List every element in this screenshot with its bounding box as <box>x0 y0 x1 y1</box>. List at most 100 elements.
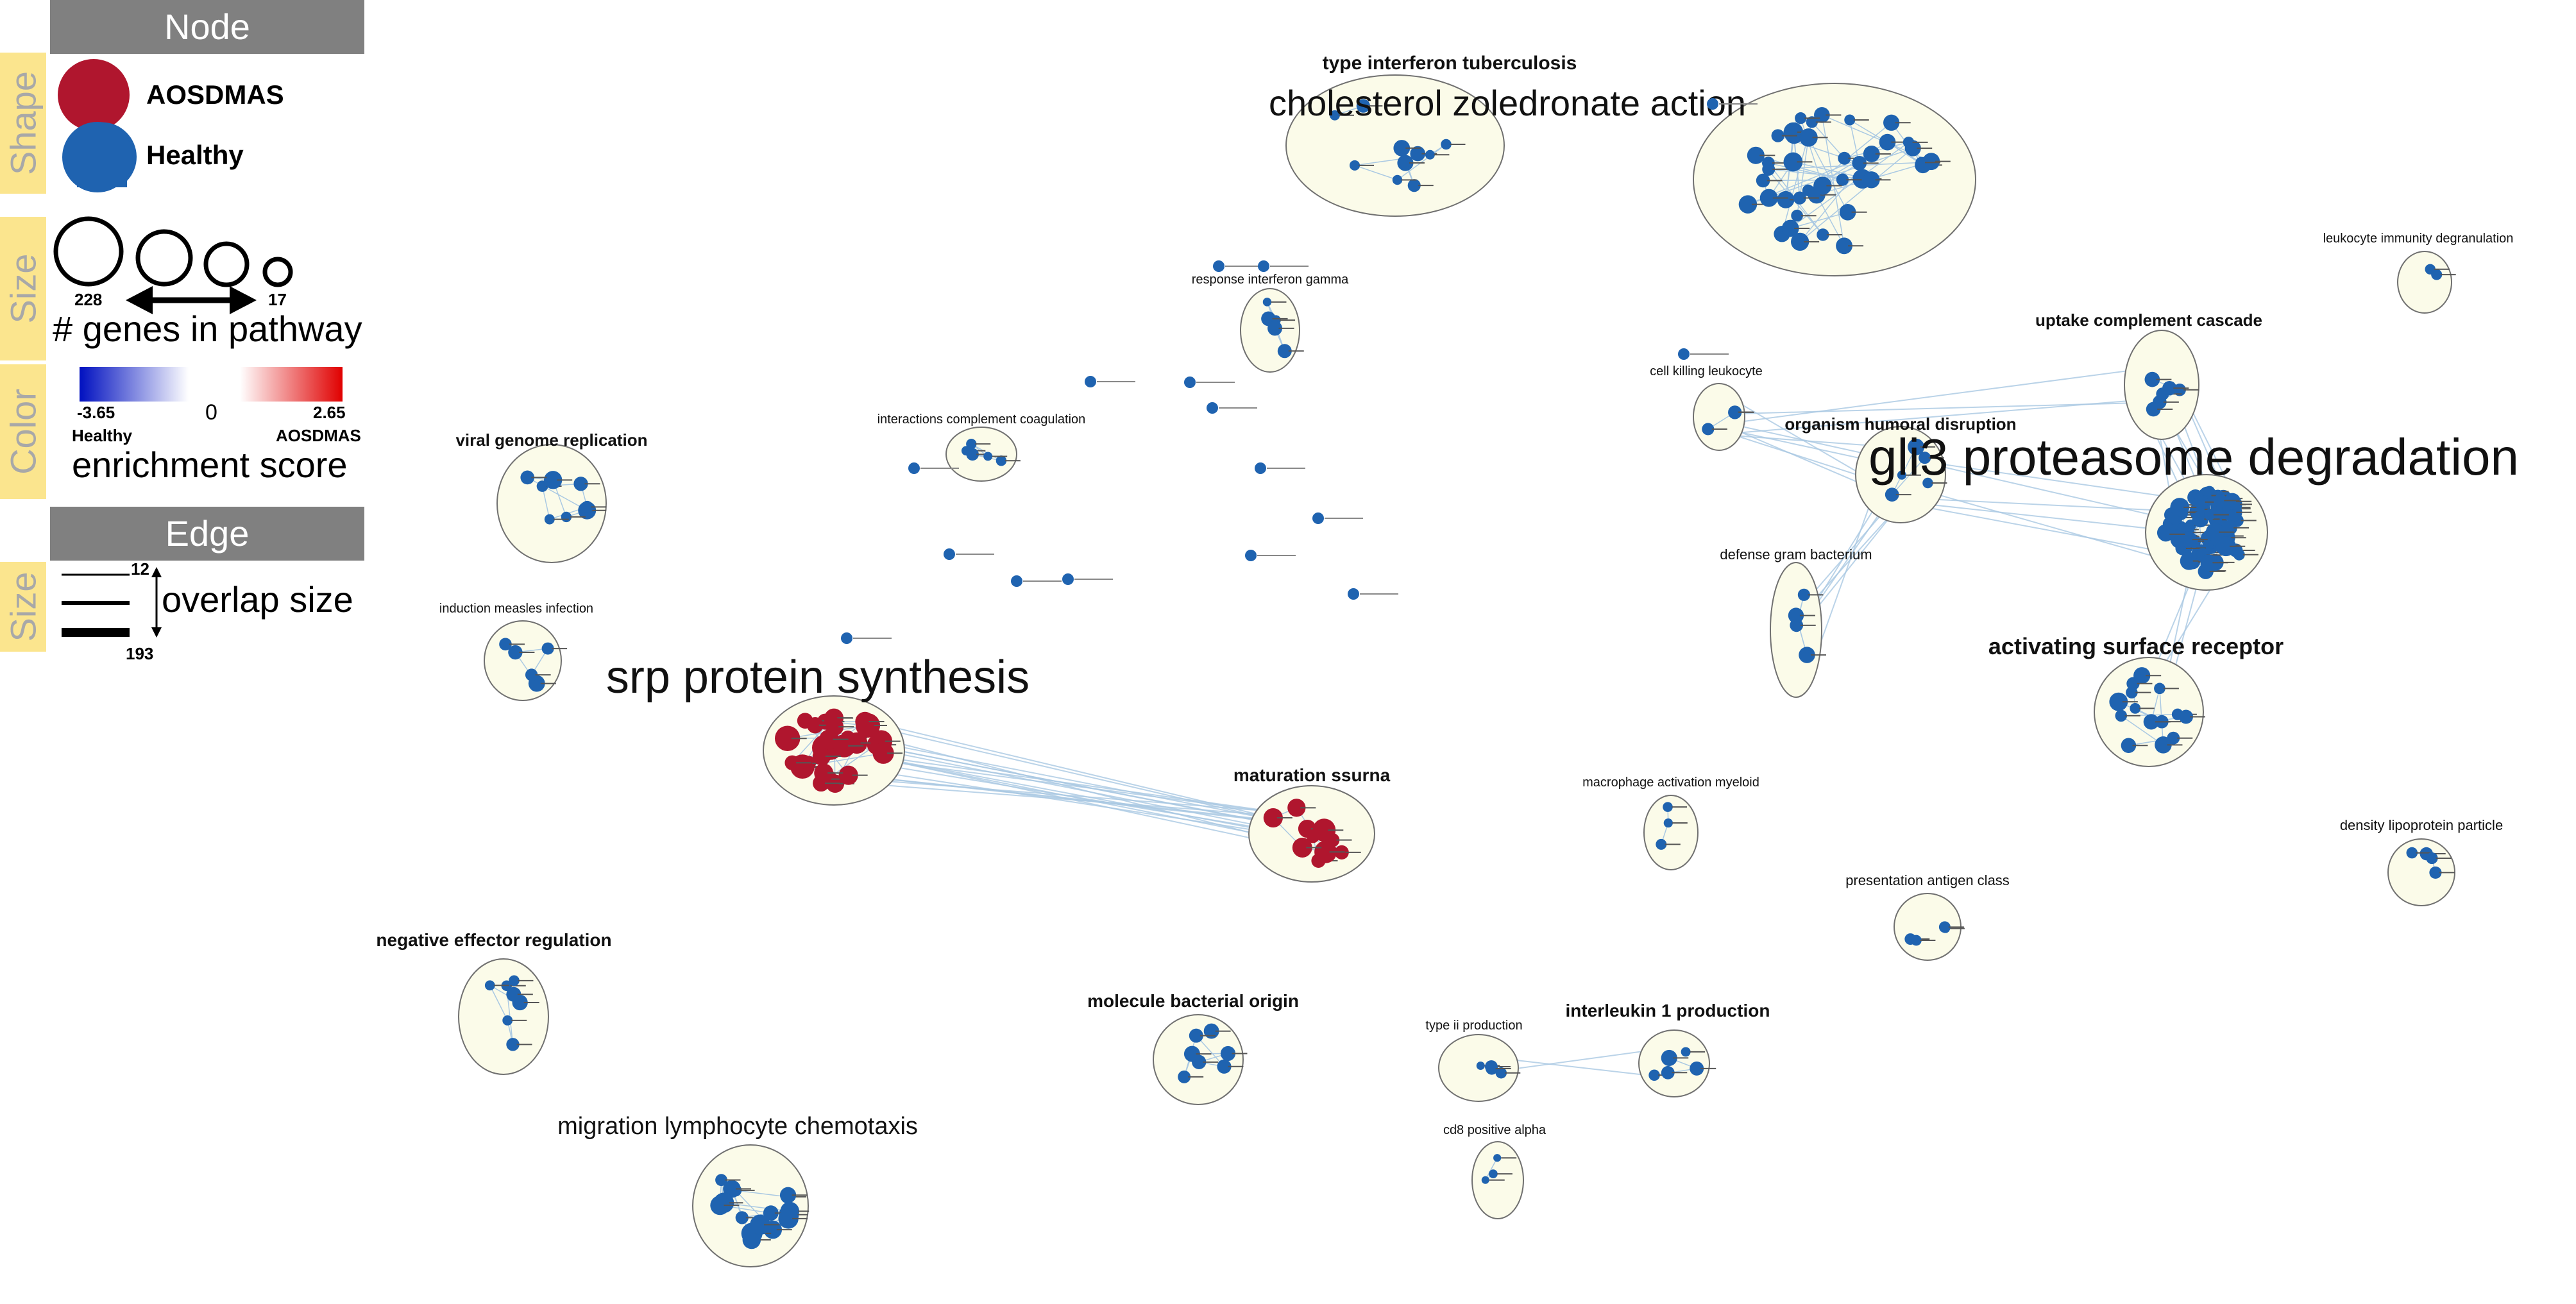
color-min-label: Healthy <box>72 426 132 445</box>
overlap-edge <box>826 735 1302 831</box>
gene-set-node <box>2406 847 2418 859</box>
edge-min-label: 12 <box>131 559 149 579</box>
overlap-edge <box>1724 402 2143 415</box>
gene-set-node <box>1277 344 1292 359</box>
pathway-cluster: induction measles infection <box>439 602 593 701</box>
gene-set-node <box>763 1205 779 1221</box>
aosdmas-gradient-bar <box>240 367 343 402</box>
gene-set-node <box>1410 146 1426 162</box>
unclustered-node <box>841 632 852 644</box>
cluster-label: leukocyte immunity degranulation <box>2323 232 2514 246</box>
gene-set-node <box>1922 477 1933 489</box>
color-mid-value: 0 <box>205 400 217 425</box>
gene-set-node <box>807 717 824 734</box>
cluster-label: presentation antigen class <box>1845 872 2010 888</box>
gene-set-node <box>1915 157 1927 169</box>
pathway-cluster: molecule bacterial origin <box>1087 991 1299 1105</box>
gene-set-node <box>484 980 495 991</box>
cluster-label: density lipoprotein particle <box>2340 817 2503 833</box>
intra-cluster-edge <box>1811 121 1845 159</box>
overlap-edge <box>853 774 1279 822</box>
gene-set-node <box>1298 819 1317 838</box>
cluster-label: type ii production <box>1425 1019 1522 1033</box>
gene-set-node <box>819 729 839 750</box>
color-max-value: 2.65 <box>313 403 346 422</box>
edge-size-arrow-up <box>151 567 162 577</box>
intra-cluster-edge <box>724 1202 790 1212</box>
gene-set-node <box>2426 852 2438 865</box>
aosdmas-shape-label: AOSDMAS <box>146 80 284 110</box>
cluster-label: type interferon tuberculosis <box>1323 53 1577 74</box>
unclustered-node <box>1678 348 1690 360</box>
gene-set-node <box>2155 736 2172 754</box>
unclustered-node <box>1085 376 1096 387</box>
gene-set-node <box>1349 160 1360 171</box>
gene-set-node <box>2200 554 2217 572</box>
intra-cluster-edge <box>489 985 508 1021</box>
gene-set-node <box>1908 438 1925 455</box>
gene-set-node <box>1489 1169 1498 1178</box>
unclustered-node <box>908 462 920 474</box>
unclustered-node <box>1062 573 1074 585</box>
gene-set-node <box>1183 1046 1200 1062</box>
gene-set-node <box>1788 607 1804 623</box>
pathway-cluster: migration lymphocyte chemotaxis <box>557 1113 918 1267</box>
gene-set-node <box>1267 321 1283 336</box>
size-arrow-right-head <box>230 286 257 314</box>
gene-set-node <box>1220 1046 1236 1062</box>
cluster-boundary <box>458 958 549 1075</box>
color-gradient-bars <box>80 367 343 402</box>
cluster-boundary <box>2397 251 2452 314</box>
size-circle-large <box>53 216 124 287</box>
gene-set-node <box>1481 1176 1489 1184</box>
gene-set-node <box>1885 487 1899 502</box>
gene-set-node <box>2167 731 2180 745</box>
gene-set-node <box>2180 531 2197 548</box>
cluster-boundary <box>1643 795 1699 870</box>
node-legend-header: Node <box>50 0 364 54</box>
gene-set-node <box>2204 509 2216 521</box>
gene-set-node <box>1486 1062 1498 1075</box>
size-side-label: Size <box>0 217 46 360</box>
pathway-cluster: cell killing leukocyte <box>1650 364 1763 451</box>
cluster-label: interleukin 1 production <box>1566 1001 1770 1020</box>
size-max-label: 228 <box>74 290 103 309</box>
gene-set-node <box>573 477 588 491</box>
gene-set-node <box>1663 802 1673 812</box>
gene-set-node <box>1178 1070 1191 1083</box>
healthy-shape-swatch-body <box>62 122 133 192</box>
network-clusters: type interferon tuberculosis cholesterol … <box>376 53 2519 1267</box>
gene-set-node <box>1813 176 1832 195</box>
size-legend-title: # genes in pathway <box>53 309 362 349</box>
pathway-cluster: interleukin 1 production <box>1566 1001 1770 1097</box>
cluster-label: macrophage activation myeloid <box>1582 775 1759 790</box>
unclustered-node <box>1258 260 1269 272</box>
gene-set-node <box>580 500 593 513</box>
pathway-cluster: negative effector regulation <box>376 930 612 1075</box>
cluster-label: cholesterol zoledronate action <box>1269 83 1746 123</box>
size-legend-circles <box>53 216 293 314</box>
gene-set-node <box>872 742 894 764</box>
gene-set-node <box>1661 1065 1675 1080</box>
pathway-cluster: maturation ssurna <box>1233 765 1391 883</box>
gene-set-node <box>1938 921 1951 933</box>
unclustered-node <box>1348 588 1359 600</box>
edge-max-label: 193 <box>126 644 154 663</box>
gene-set-node <box>1863 146 1880 162</box>
cluster-label: migration lymphocyte chemotaxis <box>557 1113 918 1140</box>
gene-set-node <box>508 645 523 660</box>
intra-cluster-edge <box>735 1190 788 1198</box>
gene-set-node <box>1897 470 1906 480</box>
gene-set-node <box>525 668 538 681</box>
overlap-edge <box>862 738 1286 823</box>
gene-set-node <box>1330 110 1340 121</box>
gene-set-node <box>2213 493 2227 507</box>
unclustered-nodes <box>841 98 1758 644</box>
gene-set-node <box>1656 838 1667 850</box>
gene-set-node <box>2109 692 2128 711</box>
gene-set-node <box>1681 1047 1691 1057</box>
intra-cluster-edge <box>1354 165 1398 181</box>
gene-set-node <box>1797 588 1810 601</box>
gene-set-node <box>1495 1067 1507 1079</box>
